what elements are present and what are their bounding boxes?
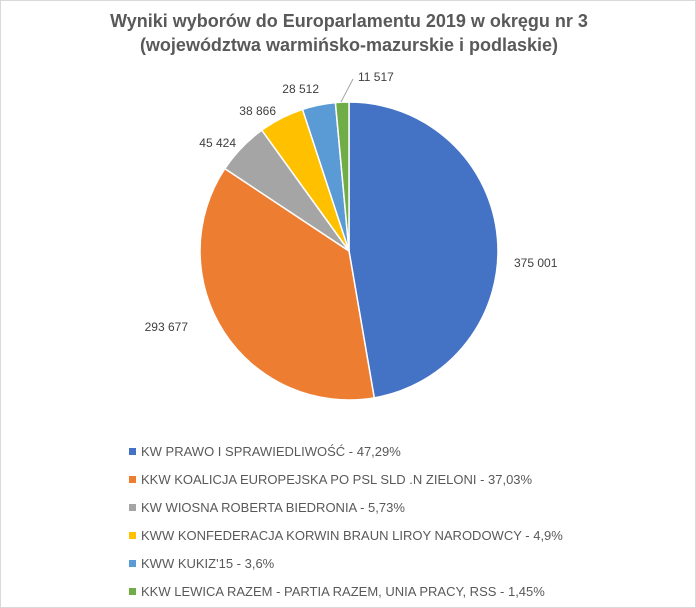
legend-item: KKW LEWICA RAZEM - PARTIA RAZEM, UNIA PR… xyxy=(129,577,563,605)
legend-label: KKW KOALICJA EUROPEJSKA PO PSL SLD .N ZI… xyxy=(141,471,533,487)
legend-swatch xyxy=(129,447,136,455)
legend-label: KWW KONFEDERACJA KORWIN BRAUN LIROY NARO… xyxy=(141,527,563,543)
data-label: 38 866 xyxy=(239,104,276,118)
legend-label: KKW LEWICA RAZEM - PARTIA RAZEM, UNIA PR… xyxy=(141,583,545,599)
leader-line xyxy=(340,78,354,103)
legend-item: KWW KONFEDERACJA KORWIN BRAUN LIROY NARO… xyxy=(129,521,563,549)
data-label: 11 517 xyxy=(358,70,394,84)
chart-legend: KW PRAWO I SPRAWIEDLIWOŚĆ - 47,29% KKW KO… xyxy=(129,437,563,605)
pie-slice xyxy=(199,167,376,401)
chart-title: Wyniki wyborów do Europarlamentu 2019 w … xyxy=(1,9,696,57)
legend-swatch xyxy=(129,503,136,511)
pie-slice xyxy=(348,101,499,399)
legend-label: KWW KUKIZ'15 - 3,6% xyxy=(141,555,275,571)
legend-item: KKW KOALICJA EUROPEJSKA PO PSL SLD .N ZI… xyxy=(129,465,563,493)
chart-title-line: Wyniki wyborów do Europarlamentu 2019 w … xyxy=(110,11,588,31)
pie-slice xyxy=(334,101,350,252)
chart-subtitle: (województwa warmińsko-mazurskie i podla… xyxy=(139,35,559,55)
legend-swatch xyxy=(129,587,136,595)
legend-label: KW WIOSNA ROBERTA BIEDRONIA - 5,73% xyxy=(141,499,405,515)
legend-swatch xyxy=(129,531,136,539)
data-label: 28 512 xyxy=(282,82,319,96)
data-label: 45 424 xyxy=(199,136,236,150)
legend-item: KW PRAWO I SPRAWIEDLIWOŚĆ - 47,29% xyxy=(129,437,563,465)
legend-item: KWW KUKIZ'15 - 3,6% xyxy=(129,549,563,577)
legend-swatch xyxy=(129,559,136,567)
data-label: 293 677 xyxy=(145,320,189,334)
pie-chart: 375 001 293 677 45 424 38 866 28 512 11 517 xyxy=(145,70,558,401)
legend-item: KW WIOSNA ROBERTA BIEDRONIA - 5,73% xyxy=(129,493,563,521)
legend-label: KW PRAWO I SPRAWIEDLIWOŚĆ - 47,29% xyxy=(141,443,401,459)
legend-swatch xyxy=(129,475,136,483)
data-label: 375 001 xyxy=(514,256,558,270)
